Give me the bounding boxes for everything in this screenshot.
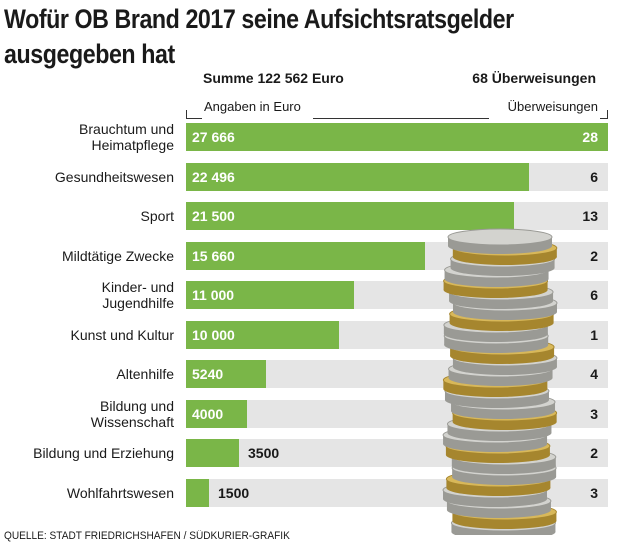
title-line-2: ausgegeben hat: [4, 39, 175, 69]
amount-unit-label: Angaben in Euro: [204, 99, 301, 114]
chart-title: Wofür OB Brand 2017 seine Aufsichtsratsg…: [4, 2, 551, 72]
transfers-total-label: 68 Überweisungen: [472, 70, 596, 86]
bar-amount: [186, 360, 266, 388]
amount-value-label: 3500: [248, 445, 280, 461]
bar-amount: [186, 123, 608, 151]
category-label: Sport: [140, 208, 174, 224]
coin-face: [447, 228, 553, 246]
transfer-count-label: 28: [582, 129, 598, 145]
amount-value-label: 4000: [192, 405, 224, 422]
category-label: Kinder- und Jugendhilfe: [101, 279, 174, 311]
transfer-count-label: 1: [590, 326, 598, 343]
bar-amount: [186, 202, 514, 230]
amount-value-label: 5240: [192, 366, 224, 382]
category-label: Mildtätige Zwecke: [61, 247, 174, 264]
source-credit: QUELLE: STADT FRIEDRICHSHAFEN / SÜDKURIE…: [4, 530, 290, 542]
amount-value-label: 27 666: [192, 129, 235, 145]
category-label: Kunst und Kultur: [70, 326, 174, 343]
count-unit-label: Überweisungen: [507, 99, 598, 114]
category-label: Brauchtum und Heimatpflege: [79, 121, 174, 153]
total-sum-label: Summe 122 562 Euro: [203, 70, 344, 86]
amount-unit-rule-right: [313, 118, 489, 119]
amount-value-label: 21 500: [192, 208, 235, 224]
amount-value-label: 11 000: [192, 287, 235, 303]
transfer-count-label: 6: [590, 287, 598, 303]
category-label: Altenhilfe: [116, 366, 174, 382]
category-label: Gesundheitswesen: [54, 168, 174, 185]
amount-value-label: 15 660: [192, 247, 235, 264]
bar-amount: [186, 241, 425, 270]
transfer-count-label: 2: [590, 247, 598, 264]
transfer-count-label: 3: [590, 405, 598, 422]
bar-amount: [186, 281, 354, 309]
category-label: Bildung und Wissenschaft: [90, 397, 174, 430]
bar-amount: [186, 320, 339, 349]
transfer-count-label: 3: [590, 484, 598, 501]
bar-amount: [186, 478, 209, 507]
bar-amount: [186, 399, 247, 428]
coin-stack-illustration: [442, 228, 558, 535]
bar-amount: [186, 162, 529, 191]
amount-value-label: 10 000: [192, 326, 235, 343]
category-label: Bildung und Erziehung: [33, 445, 174, 461]
count-unit-tick: [607, 110, 608, 119]
amount-value-label: 22 496: [192, 168, 235, 185]
bar-amount: [186, 439, 239, 467]
category-label: Wohlfahrtswesen: [66, 484, 174, 501]
title-line-1: Wofür OB Brand 2017 seine Aufsichtsratsg…: [4, 4, 514, 34]
transfer-count-label: 4: [590, 366, 598, 382]
transfer-count-label: 13: [582, 208, 598, 224]
amount-value-label: 1500: [218, 484, 250, 501]
amount-unit-tick-left: [186, 110, 187, 119]
transfer-count-label: 2: [590, 445, 598, 461]
amount-unit-rule-left: [186, 118, 202, 119]
transfer-count-label: 6: [590, 168, 598, 185]
count-unit-rule: [600, 118, 608, 119]
